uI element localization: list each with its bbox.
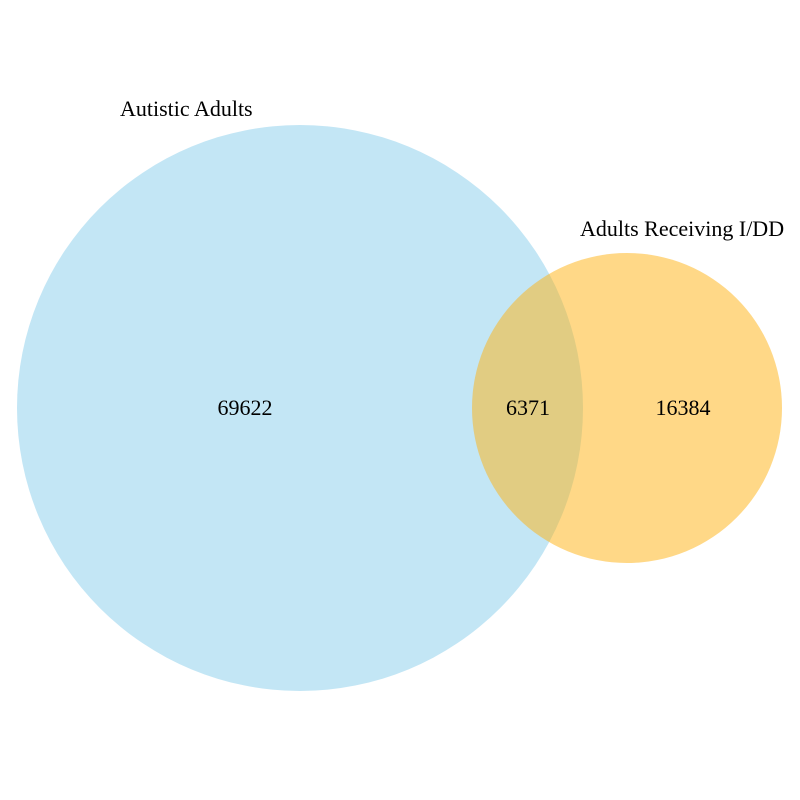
set-a-label: Autistic Adults bbox=[120, 96, 253, 121]
set-b-circle bbox=[472, 253, 782, 563]
region-intersection-count: 6371 bbox=[506, 395, 550, 420]
region-only-b-count: 16384 bbox=[656, 395, 711, 420]
set-a-circle bbox=[17, 125, 583, 691]
region-only-a-count: 69622 bbox=[218, 395, 273, 420]
set-b-label: Adults Receiving I/DD bbox=[580, 216, 784, 241]
